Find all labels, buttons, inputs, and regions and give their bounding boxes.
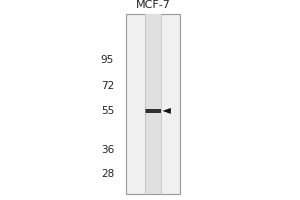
Text: 55: 55 [101, 106, 114, 116]
Bar [145, 109, 161, 113]
Text: 95: 95 [101, 55, 114, 65]
Bar [126, 14, 180, 194]
Text: MCF-7: MCF-7 [136, 0, 170, 10]
Text: 36: 36 [101, 145, 114, 155]
Text: 28: 28 [101, 169, 114, 179]
Text: 72: 72 [101, 81, 114, 91]
Polygon shape [163, 108, 171, 114]
Bar [145, 14, 161, 194]
